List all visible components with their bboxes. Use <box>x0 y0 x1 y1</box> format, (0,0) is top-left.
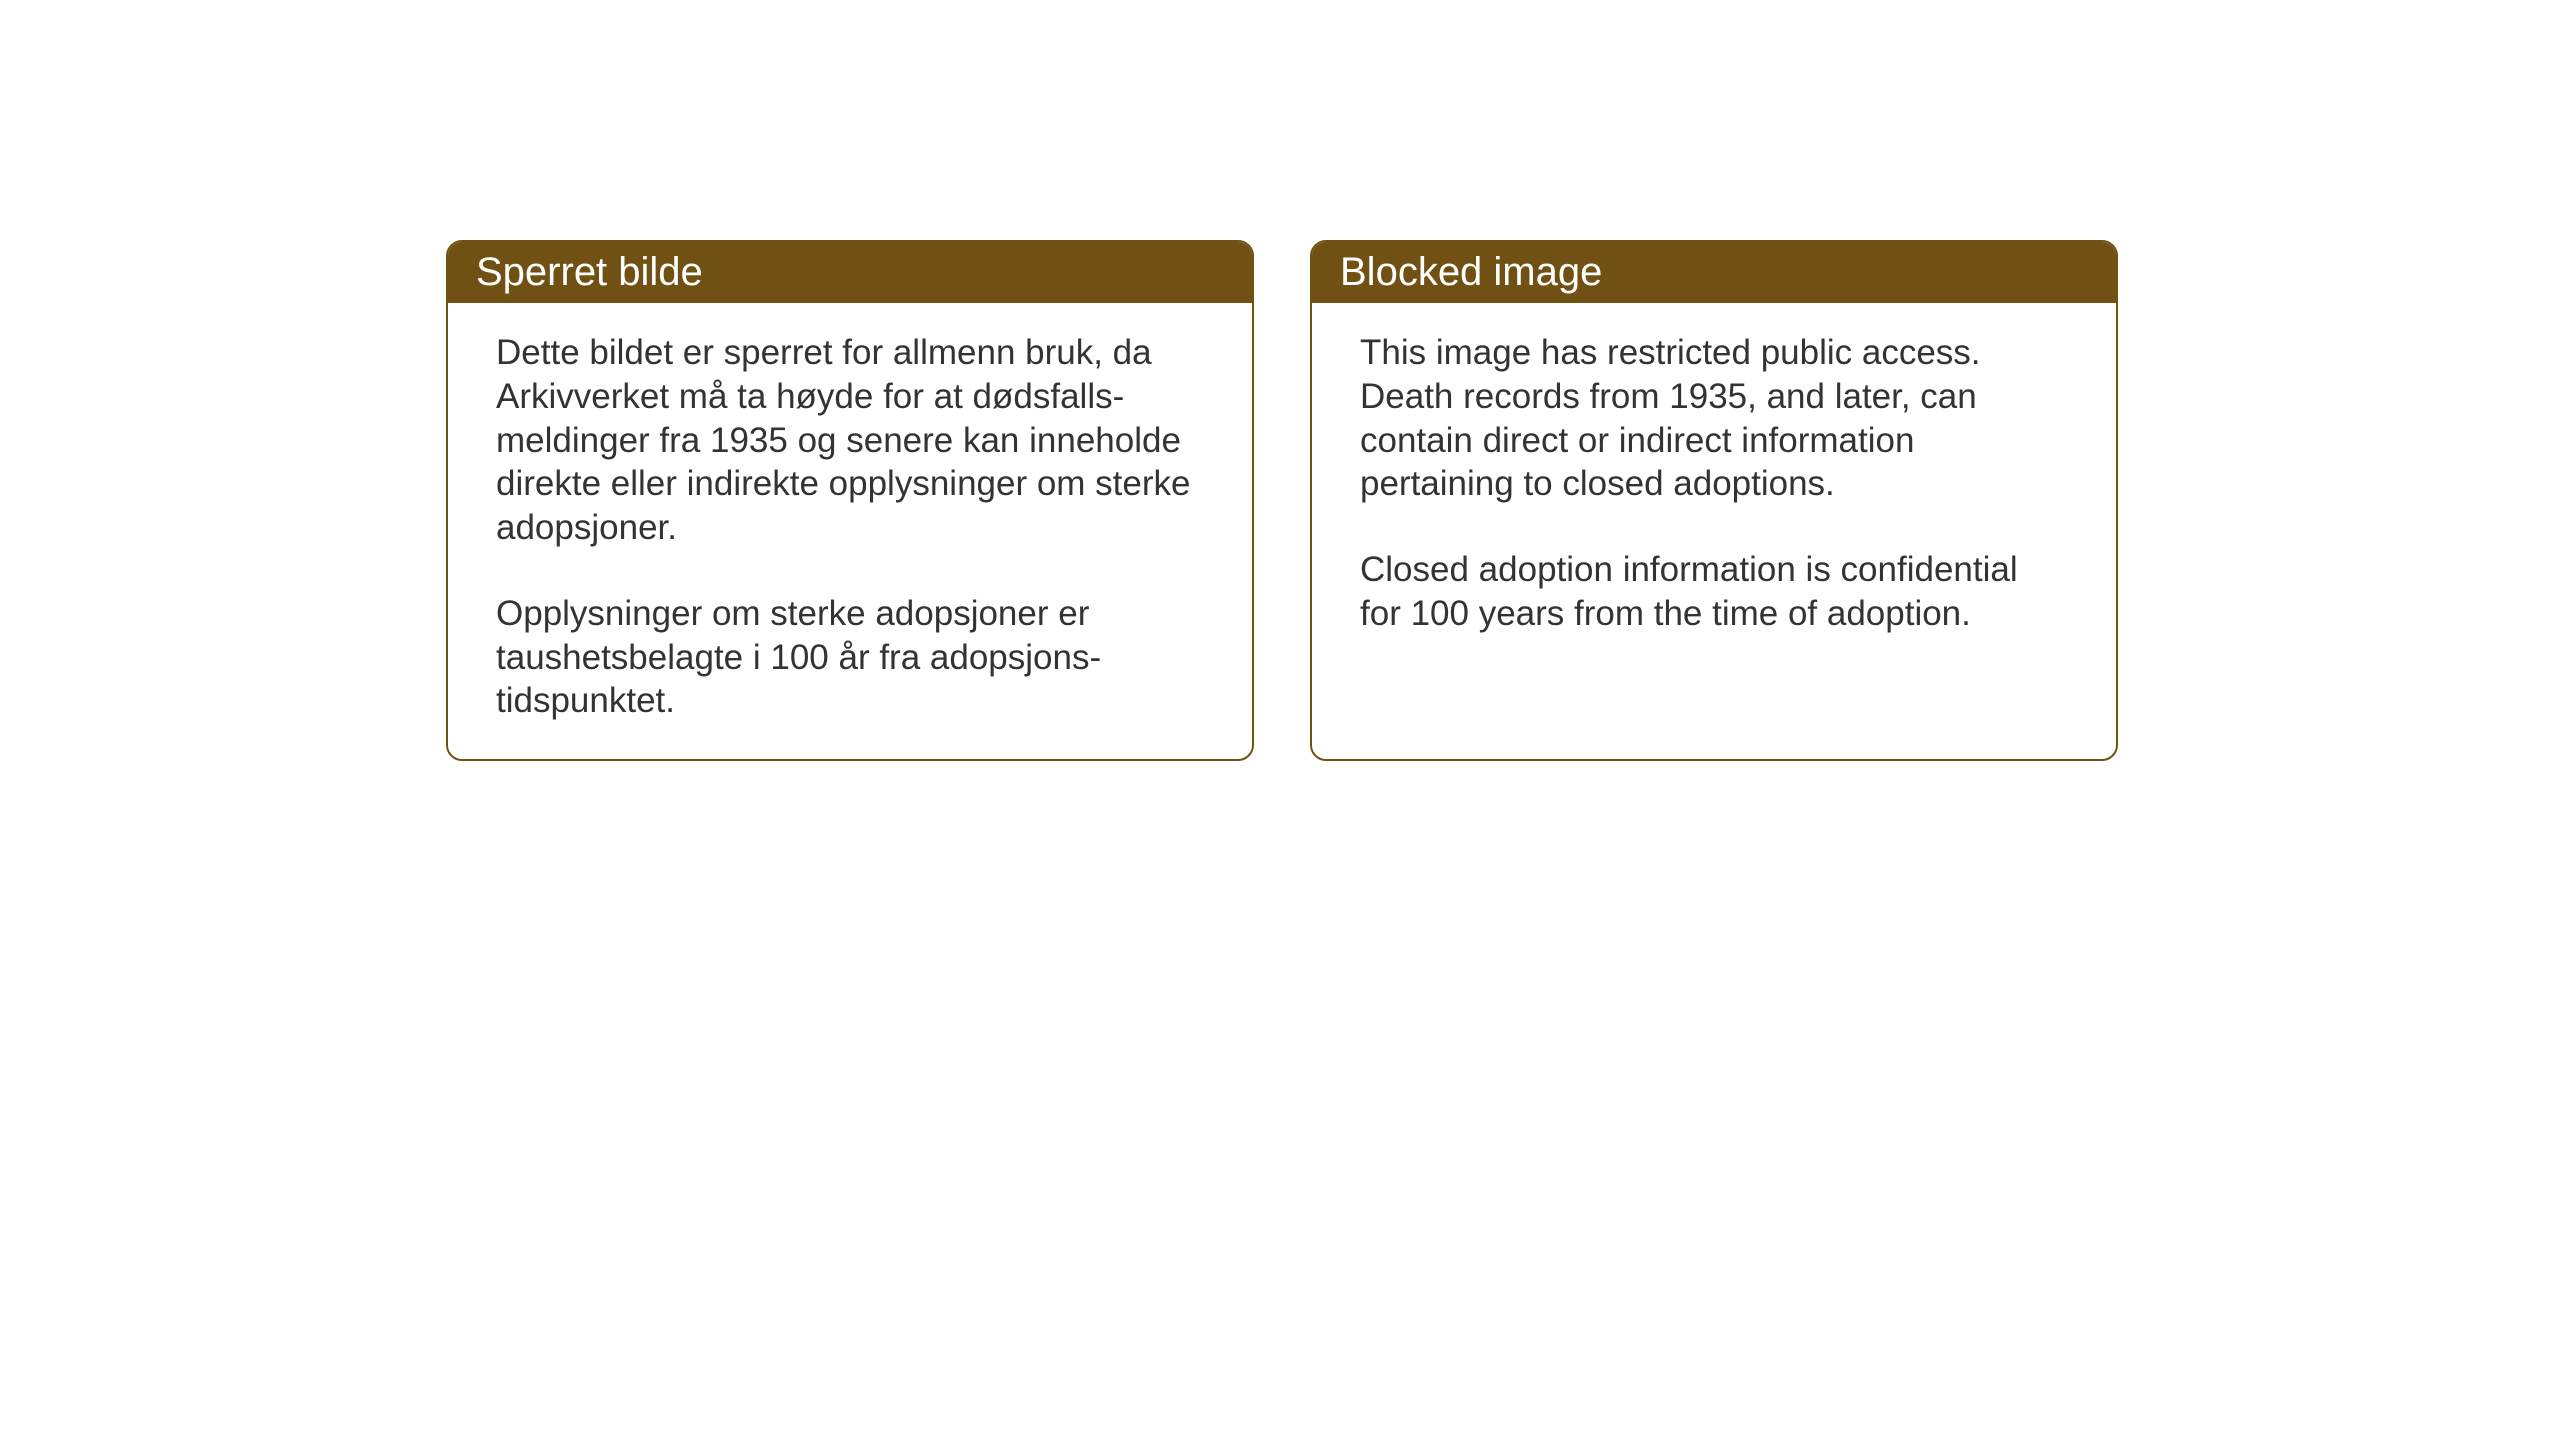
notice-card-english: Blocked image This image has restricted … <box>1310 240 2118 761</box>
notice-paragraph-2: Closed adoption information is confident… <box>1360 548 2068 636</box>
card-body-norwegian: Dette bildet er sperret for allmenn bruk… <box>448 303 1252 759</box>
notice-paragraph-2: Opplysninger om sterke adopsjoner er tau… <box>496 592 1204 723</box>
card-header-norwegian: Sperret bilde <box>448 242 1252 303</box>
card-header-english: Blocked image <box>1312 242 2116 303</box>
notice-card-norwegian: Sperret bilde Dette bildet er sperret fo… <box>446 240 1254 761</box>
card-title: Sperret bilde <box>476 250 703 294</box>
notice-paragraph-1: Dette bildet er sperret for allmenn bruk… <box>496 331 1204 550</box>
notice-paragraph-1: This image has restricted public access.… <box>1360 331 2068 506</box>
cards-container: Sperret bilde Dette bildet er sperret fo… <box>446 240 2118 761</box>
card-body-english: This image has restricted public access.… <box>1312 303 2116 672</box>
card-title: Blocked image <box>1340 250 1602 294</box>
